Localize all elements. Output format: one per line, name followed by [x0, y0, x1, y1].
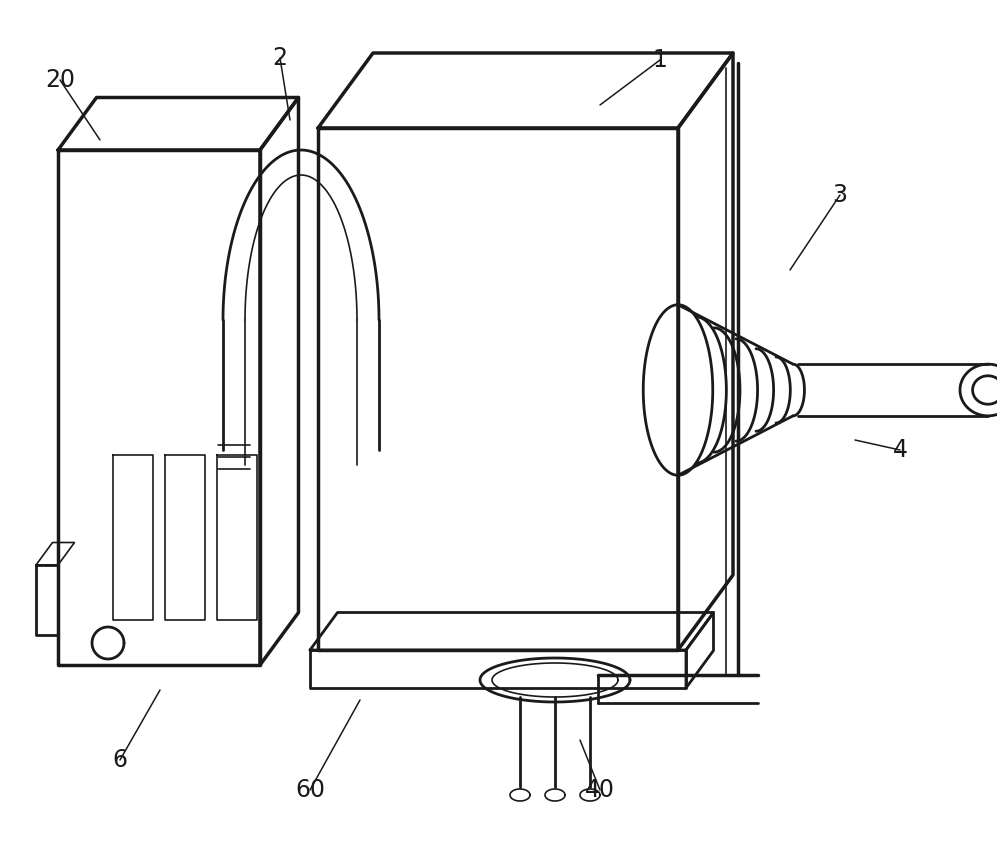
Text: 2: 2 [272, 46, 287, 70]
Text: 4: 4 [892, 438, 907, 462]
Text: 20: 20 [45, 68, 75, 92]
Text: 40: 40 [585, 778, 615, 802]
Text: 1: 1 [653, 48, 667, 72]
Text: 6: 6 [113, 748, 128, 772]
Text: 3: 3 [832, 183, 847, 207]
Text: 60: 60 [295, 778, 325, 802]
